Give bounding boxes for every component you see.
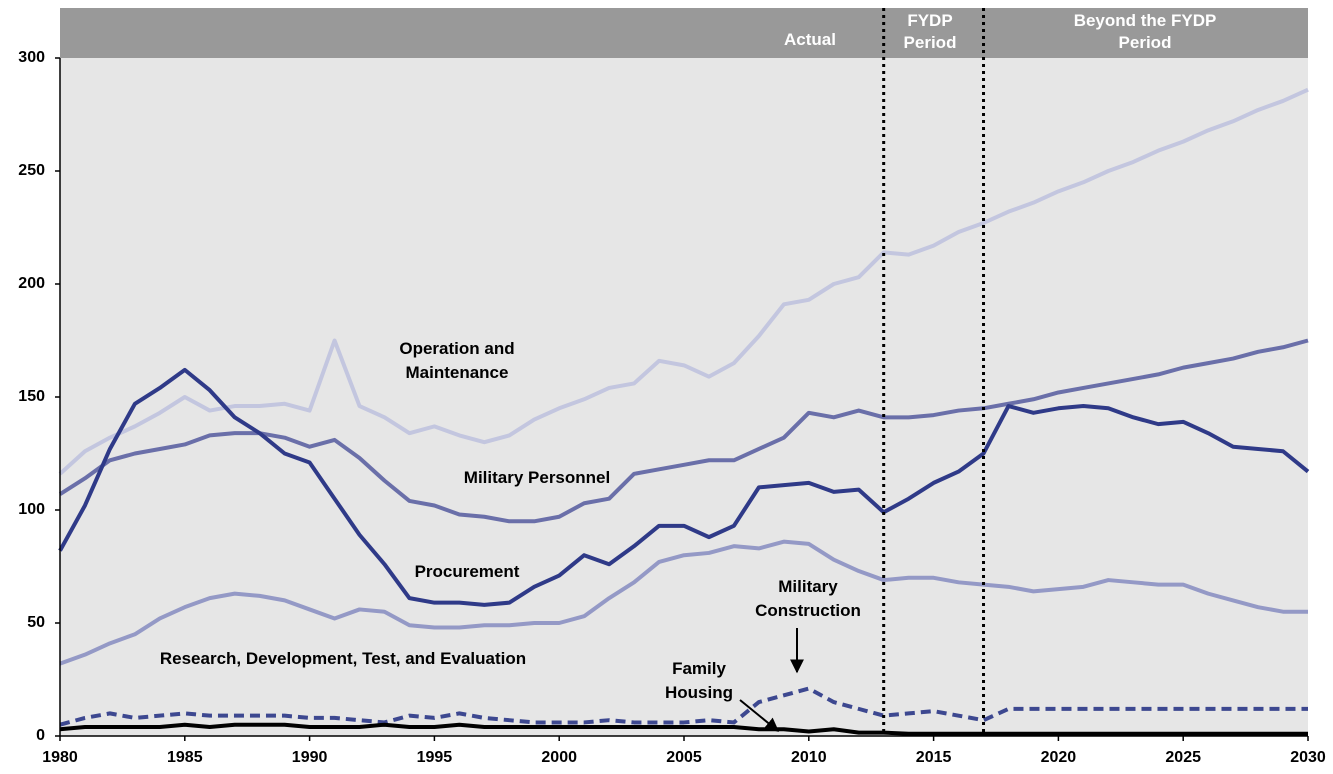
y-tick-label: 50	[27, 614, 45, 631]
x-tick-label: 2010	[791, 749, 827, 766]
x-tick-label: 1985	[167, 749, 203, 766]
annotation-arrow	[739, 699, 780, 732]
plot-background	[60, 58, 1308, 736]
data-line	[58, 338, 1309, 524]
series-label: Research, Development, Test, and Evaluat…	[159, 649, 527, 668]
x-tick-label: 2030	[1290, 749, 1326, 766]
x-tick-label: 2020	[1041, 749, 1077, 766]
period-label: Actual	[784, 30, 836, 49]
period-label: Beyond the FYDP Period	[1073, 11, 1217, 52]
data-line	[58, 87, 1309, 476]
y-tick-label: 200	[18, 275, 45, 292]
x-tick-label: 1995	[417, 749, 453, 766]
y-tick-label: 0	[36, 727, 45, 744]
series-label: Operation and Maintenance	[399, 339, 515, 382]
period-label: FYDP Period	[903, 11, 957, 52]
x-tick-label: 1980	[42, 749, 78, 766]
x-tick-label: 2000	[541, 749, 577, 766]
x-tick-label: 2015	[916, 749, 952, 766]
y-tick-label: 150	[18, 388, 45, 405]
data-line	[58, 367, 1310, 607]
x-tick-label: 2005	[666, 749, 702, 766]
period-band	[60, 8, 1308, 58]
series-label: Procurement	[414, 562, 520, 581]
y-tick-label: 300	[18, 49, 45, 66]
data-line	[59, 722, 1308, 736]
series-label: Family Housing	[665, 659, 733, 702]
data-line	[59, 539, 1308, 666]
y-tick-label: 100	[18, 501, 45, 518]
data-line	[59, 686, 1308, 727]
y-tick-label: 250	[18, 162, 45, 179]
x-tick-label: 2025	[1165, 749, 1201, 766]
series-label: Military Construction	[755, 577, 861, 620]
series-label: Military Personnel	[463, 468, 611, 487]
x-tick-label: 1990	[292, 749, 328, 766]
